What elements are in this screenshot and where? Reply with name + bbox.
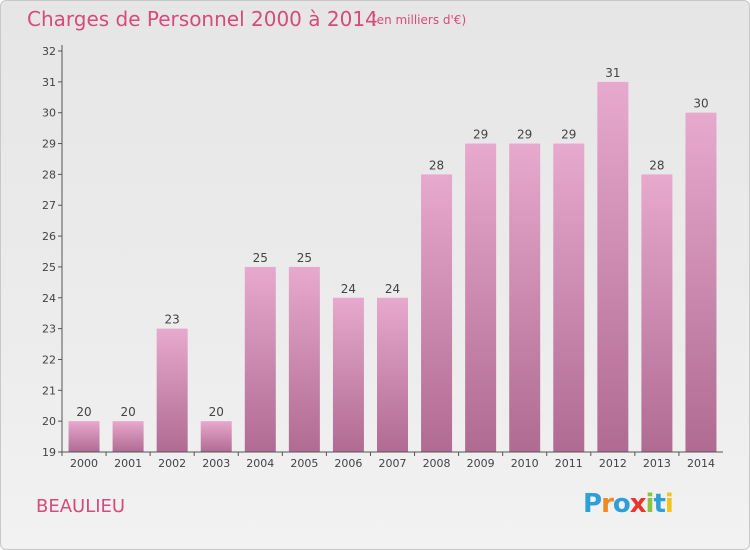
bar: [68, 421, 100, 452]
bar: [112, 421, 144, 452]
x-tick-label: 2006: [334, 457, 362, 470]
y-tick-label: 29: [42, 138, 56, 151]
bar: [553, 143, 585, 453]
bar-value-label: 28: [429, 158, 444, 172]
bar-value-label: 28: [649, 158, 664, 172]
bars: 20 20 23 20 25 25 24 24 28 29 29 29 31 28 30: [68, 66, 717, 453]
x-tick-label: 2009: [467, 457, 495, 470]
x-tick-label: 2003: [202, 457, 230, 470]
bar: [509, 143, 541, 453]
bar-value-label: 31: [605, 66, 620, 80]
bar: [377, 297, 408, 452]
y-tick-label: 23: [42, 323, 56, 336]
y-tick-label: 27: [42, 199, 56, 212]
chart-subtitle: (en milliers d'€): [372, 13, 467, 27]
proxiti-logo: Proxiti: [583, 489, 674, 519]
bar: [156, 328, 188, 452]
x-axis: 2000 2001 2002 2003 2004 2005 2006 2007 2008 2009…: [61, 451, 723, 470]
bar-value-label: 20: [76, 405, 91, 419]
bar-value-label: 23: [165, 313, 180, 327]
logo-letter: r: [601, 489, 614, 519]
bar: [465, 143, 497, 453]
logo-letter: i: [645, 489, 655, 519]
bar-value-label: 29: [473, 128, 488, 142]
bar: [597, 81, 629, 452]
y-tick-label: 26: [42, 230, 56, 243]
y-tick-label: 20: [42, 415, 56, 428]
x-tick-label: 2005: [290, 457, 318, 470]
logo-letter: i: [664, 489, 674, 519]
x-tick-label: 2011: [555, 457, 583, 470]
bar-value-label: 29: [561, 128, 576, 142]
location-name: BEAULIEU: [36, 496, 126, 517]
bar: [288, 266, 320, 452]
bar: [641, 174, 673, 452]
y-tick-label: 19: [42, 446, 56, 459]
logo-letter: P: [583, 489, 602, 519]
x-tick-label: 2002: [158, 457, 186, 470]
y-tick-label: 32: [42, 45, 56, 58]
x-tick-label: 2013: [643, 457, 671, 470]
bar-value-label: 25: [253, 251, 268, 265]
y-tick-label: 31: [42, 76, 56, 89]
logo-letter: x: [629, 489, 647, 519]
bar-value-label: 30: [693, 97, 708, 111]
y-tick-label: 21: [42, 384, 56, 397]
y-tick-label: 30: [42, 107, 56, 120]
bar-value-label: 25: [297, 251, 312, 265]
chart-title: Charges de Personnel 2000 à 2014: [27, 7, 378, 31]
x-tick-label: 2010: [511, 457, 539, 470]
bar-value-label: 20: [120, 405, 135, 419]
logo-letter: t: [653, 489, 665, 519]
bar-value-label: 24: [341, 282, 356, 296]
logo-letter: o: [612, 489, 631, 519]
y-tick-label: 22: [42, 353, 56, 366]
x-tick-label: 2008: [423, 457, 451, 470]
bar: [200, 421, 232, 452]
y-tick-label: 28: [42, 168, 56, 181]
bar-value-label: 29: [517, 128, 532, 142]
x-tick-label: 2014: [687, 457, 715, 470]
x-tick-label: 2001: [114, 457, 142, 470]
y-tick-label: 25: [42, 261, 56, 274]
y-axis: 19 20 21 22 23 24 25 26 27 28 29 30 31 32: [42, 45, 63, 459]
bar-value-label: 24: [385, 282, 400, 296]
bar-value-label: 20: [209, 405, 224, 419]
x-tick-label: 2012: [599, 457, 627, 470]
x-tick-label: 2004: [246, 457, 274, 470]
bar: [244, 266, 276, 452]
y-tick-label: 24: [42, 292, 56, 305]
bar: [685, 112, 717, 452]
bar: [421, 174, 453, 452]
bar: [332, 297, 364, 452]
x-tick-label: 2007: [379, 457, 407, 470]
x-tick-label: 2000: [70, 457, 98, 470]
